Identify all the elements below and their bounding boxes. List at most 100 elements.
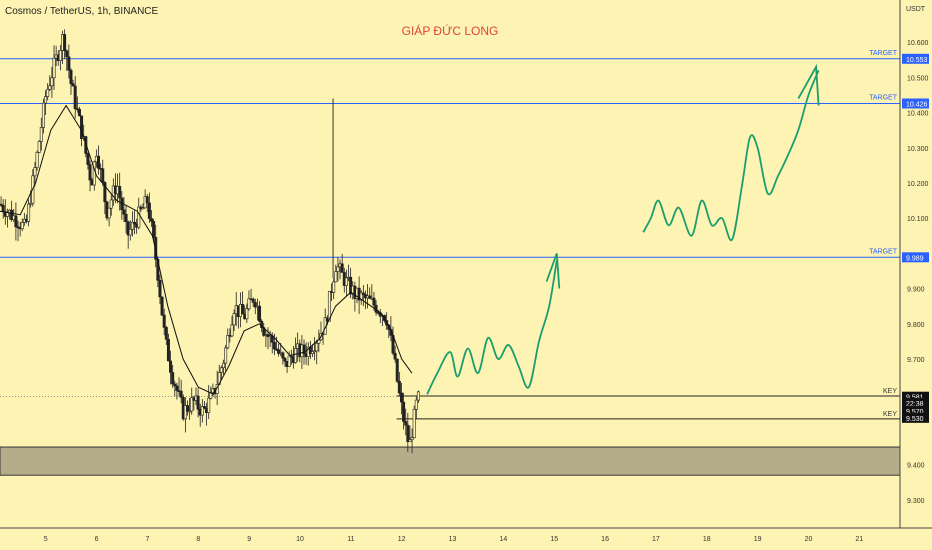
x-tick-label: 18 [703, 536, 711, 543]
candle-body [414, 399, 418, 410]
price-badge-text: 9.570 [906, 409, 924, 416]
candle-body [251, 298, 255, 303]
candle-body [130, 221, 134, 230]
candle-body [109, 199, 113, 209]
projection-path [426, 260, 558, 395]
candle-body [97, 155, 101, 169]
candle-body [397, 381, 401, 394]
candle-body [294, 348, 298, 363]
price-badge [902, 412, 929, 423]
projection-arrowhead [545, 253, 561, 289]
candle-body [20, 222, 24, 230]
candle-body [219, 367, 223, 373]
candle-body [258, 305, 262, 322]
candle-body [406, 424, 410, 442]
candle-body [73, 85, 77, 109]
candle-body [50, 77, 54, 87]
candle-body [101, 168, 105, 183]
x-tick-label: 19 [754, 536, 762, 543]
candle-body [126, 221, 130, 236]
candle-body [137, 206, 141, 228]
target-price-badge [902, 252, 929, 263]
candle-body [160, 296, 164, 316]
x-tick-label: 21 [855, 536, 863, 543]
candle-body [37, 141, 41, 153]
x-tick-label: 13 [449, 536, 457, 543]
candle-body [230, 324, 234, 337]
candle-body [128, 229, 132, 236]
candle-body [41, 102, 45, 128]
candle-body [122, 209, 126, 215]
support-zone [0, 446, 901, 476]
key-level-label: KEY [883, 411, 897, 418]
candle-body [226, 335, 230, 349]
price-badge [902, 398, 929, 409]
candle-body [71, 83, 75, 87]
candle-body [39, 127, 43, 142]
candle-body [277, 349, 281, 354]
candle-body [145, 196, 149, 204]
candle-body [281, 352, 285, 359]
candle-body [412, 408, 416, 438]
target-price-text: 9.989 [906, 255, 924, 262]
x-tick-label: 17 [652, 536, 660, 543]
candle-body [0, 203, 3, 206]
candle-body [133, 221, 137, 225]
candle-body [46, 89, 50, 97]
x-tick-label: 16 [601, 536, 609, 543]
candle-body [124, 213, 128, 223]
candle-body [313, 350, 317, 353]
candle-body [103, 182, 107, 203]
candle-body [69, 69, 73, 84]
candle-body [175, 385, 179, 392]
candle-body [164, 327, 168, 340]
x-tick-label: 14 [499, 536, 507, 543]
candle-body [253, 302, 257, 308]
candle-body [162, 314, 166, 328]
y-tick-label: 10.200 [907, 181, 929, 188]
candle-body [399, 392, 403, 403]
candle-body [169, 360, 173, 373]
candle-body [200, 406, 204, 416]
symbol-title: Cosmos / TetherUS, 1h, BINANCE [5, 6, 159, 17]
candle-body [149, 218, 153, 222]
candle-body [58, 50, 62, 61]
x-tick-label: 8 [196, 536, 200, 543]
y-tick-label: 9.800 [907, 322, 925, 329]
candle-body [190, 397, 194, 412]
y-tick-label: 10.500 [907, 75, 929, 82]
y-tick-label: 9.900 [907, 287, 925, 294]
unit-label: USDT [906, 6, 926, 13]
candle-body [63, 34, 67, 52]
price-badge-text: 9.530 [906, 416, 924, 423]
candle-body [349, 276, 353, 295]
candle-body [1, 205, 5, 212]
price-badge [902, 405, 929, 416]
candle-body [315, 343, 319, 352]
candle-body [272, 342, 276, 350]
candle-body [166, 338, 170, 362]
candle-body [171, 372, 175, 385]
candle-body [402, 401, 406, 422]
candle-body [310, 351, 314, 354]
candle-body [232, 313, 236, 326]
price-badge-text: 22:38 [906, 401, 924, 408]
candle-body [67, 56, 71, 71]
candle-body [368, 295, 372, 299]
x-tick-label: 11 [347, 536, 354, 543]
candle-body [183, 405, 187, 420]
candle-body [77, 109, 81, 117]
x-tick-label: 20 [805, 536, 813, 543]
price-badge [902, 391, 929, 402]
candle-body [361, 292, 365, 295]
candle-body [52, 57, 56, 79]
candle-body [287, 355, 291, 367]
candle-body [16, 226, 20, 229]
candle-body [173, 383, 177, 387]
y-tick-label: 9.400 [907, 463, 925, 470]
y-tick-label: 10.100 [907, 216, 929, 223]
candle-body [179, 390, 183, 398]
candle-body [372, 297, 376, 306]
